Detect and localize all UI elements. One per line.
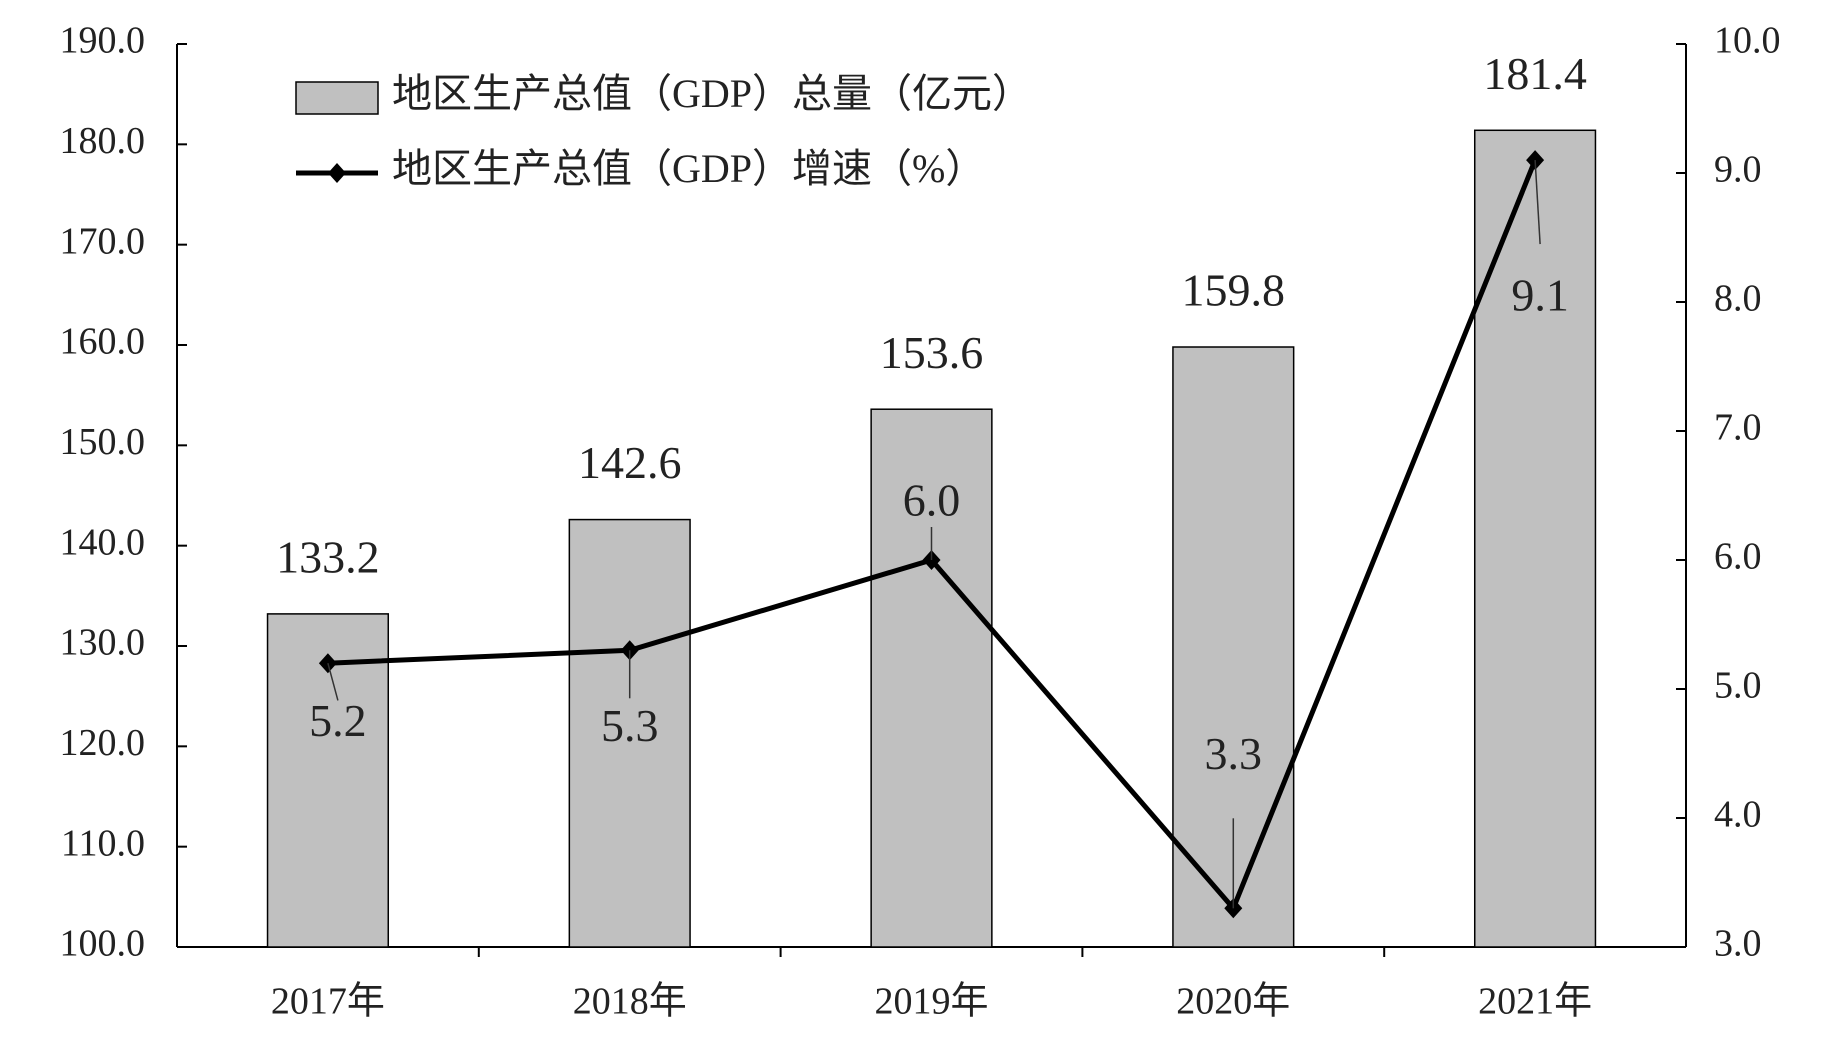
y2-tick-label: 10.0: [1714, 20, 1781, 62]
y-tick-label: 120.0: [60, 722, 146, 764]
legend-label: 地区生产总值（GDP）增速（%）: [392, 146, 985, 191]
bar-value-label: 159.8: [1182, 265, 1286, 316]
y-tick-label: 110.0: [61, 822, 145, 864]
bar: [870, 408, 993, 948]
y2-tick-label: 3.0: [1714, 923, 1762, 965]
x-tick-label: 2020年: [1176, 981, 1290, 1023]
y2-tick-label: 7.0: [1714, 407, 1762, 449]
y-tick-label: 190.0: [60, 20, 146, 62]
y-tick-label: 150.0: [60, 421, 146, 463]
y2-tick-label: 5.0: [1714, 665, 1762, 707]
bar: [1473, 129, 1597, 948]
x-tick-label: 2017年: [271, 981, 385, 1023]
y-tick-label: 170.0: [60, 220, 146, 262]
leader-line: [327, 663, 339, 701]
line-value-label: 9.1: [1511, 270, 1569, 321]
x-tick-label: 2019年: [874, 981, 988, 1023]
bar: [568, 518, 691, 948]
leader-line: [1534, 160, 1541, 245]
bar-value-label: 142.6: [578, 437, 682, 488]
bar-value-label: 181.4: [1483, 48, 1587, 99]
legend-marker: [328, 163, 346, 183]
legend-label: 地区生产总值（GDP）总量（亿元）: [392, 71, 1032, 116]
x-tick-label: 2018年: [573, 981, 687, 1023]
x-tick-label: 2021年: [1478, 981, 1592, 1023]
y2-tick-label: 4.0: [1714, 794, 1762, 836]
y-tick-label: 130.0: [60, 622, 146, 664]
y2-tick-label: 6.0: [1714, 536, 1762, 578]
y2-tick-label: 9.0: [1714, 149, 1762, 191]
legend-swatch: [295, 81, 379, 115]
y-tick-label: 180.0: [60, 120, 146, 162]
line-value-label: 3.3: [1205, 728, 1263, 779]
y2-tick-label: 8.0: [1714, 278, 1762, 320]
line-value-label: 5.2: [309, 695, 367, 746]
line-value-label: 5.3: [601, 700, 659, 751]
y-tick-label: 100.0: [60, 923, 146, 965]
bar-value-label: 133.2: [276, 531, 380, 582]
y-tick-label: 140.0: [60, 521, 146, 563]
line-value-label: 6.0: [903, 475, 961, 526]
y-tick-label: 160.0: [60, 321, 146, 363]
bar-value-label: 153.6: [880, 327, 984, 378]
